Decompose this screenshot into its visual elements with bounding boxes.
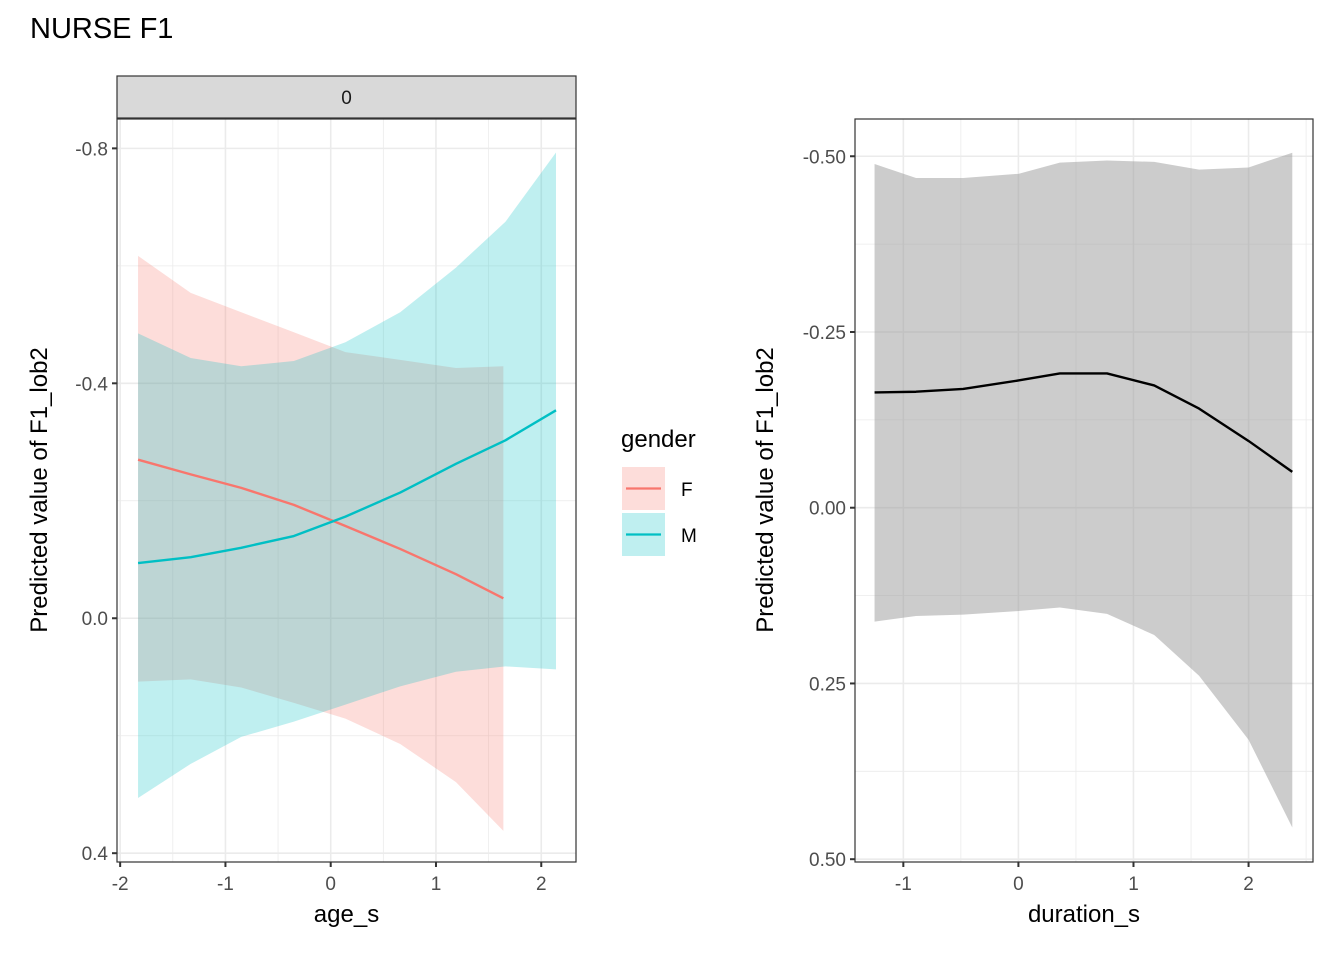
x-tick-label: 2 — [536, 874, 547, 895]
y-tick-label: 0.25 — [809, 674, 846, 695]
y-axis-title: Predicted value of F1_lob2 — [26, 347, 53, 633]
line-f — [137, 458, 504, 600]
line-m — [137, 409, 557, 565]
x-tick-label: -1 — [895, 874, 912, 895]
legend-title: gender — [621, 426, 696, 453]
plot-background — [117, 119, 576, 862]
panel-border — [116, 118, 577, 863]
y-tick-label: 0.0 — [82, 609, 108, 630]
x-axis: -2 -1 0 1 2 — [112, 862, 547, 895]
x-tick-label: 1 — [1128, 874, 1139, 895]
y-tick-label: -0.25 — [803, 323, 846, 344]
y-tick-label: 0.4 — [82, 844, 109, 865]
line-predicted — [874, 372, 1293, 473]
series-lines — [137, 409, 557, 600]
confidence-ribbons — [874, 152, 1293, 828]
legend-item-f: F — [622, 467, 693, 510]
ribbon-predicted — [874, 152, 1293, 828]
y-tick-label: 0.00 — [809, 499, 846, 520]
y-axis: -0.8 -0.4 0.0 0.4 — [75, 139, 117, 865]
legend-label-m: M — [681, 526, 697, 547]
left-panel: 0 -0.8 -0.4 0.0 0.4 -2 -1 0 1 2 age_s Predicted… — [26, 75, 577, 928]
x-tick-label: -2 — [112, 874, 129, 895]
x-axis-title: duration_s — [1028, 901, 1140, 928]
facet-strip — [116, 75, 577, 119]
y-tick-label: -0.4 — [75, 374, 108, 395]
panel-border — [854, 118, 1314, 863]
y-axis-title: Predicted value of F1_lob2 — [752, 347, 779, 633]
confidence-ribbons — [138, 152, 556, 831]
y-tick-label: -0.50 — [803, 147, 846, 168]
legend-label-f: F — [681, 480, 693, 501]
y-tick-label: -0.8 — [75, 139, 108, 160]
right-panel: -0.50-0.250.000.250.50 -1 0 1 2 duration_s … — [752, 118, 1314, 928]
series-lines — [874, 372, 1293, 473]
ribbon-f — [138, 255, 504, 831]
legend-item-m: M — [622, 513, 697, 556]
x-axis-title: age_s — [314, 901, 379, 928]
x-tick-label: 0 — [325, 874, 336, 895]
x-tick-label: 0 — [1013, 874, 1024, 895]
figure-title: NURSE F1 — [30, 13, 173, 45]
x-tick-label: -1 — [217, 874, 234, 895]
gridlines — [117, 119, 576, 862]
x-tick-label: 2 — [1243, 874, 1254, 895]
x-axis: -1 0 1 2 — [895, 862, 1254, 895]
legend: gender F M — [621, 426, 697, 556]
y-tick-label: 0.50 — [809, 850, 846, 871]
y-axis: -0.50 -0.25 0.00 0.25 0.50 — [803, 147, 855, 871]
facet-strip-label: 0 — [341, 88, 352, 109]
ribbon-m — [138, 152, 556, 798]
x-tick-label: 1 — [431, 874, 442, 895]
